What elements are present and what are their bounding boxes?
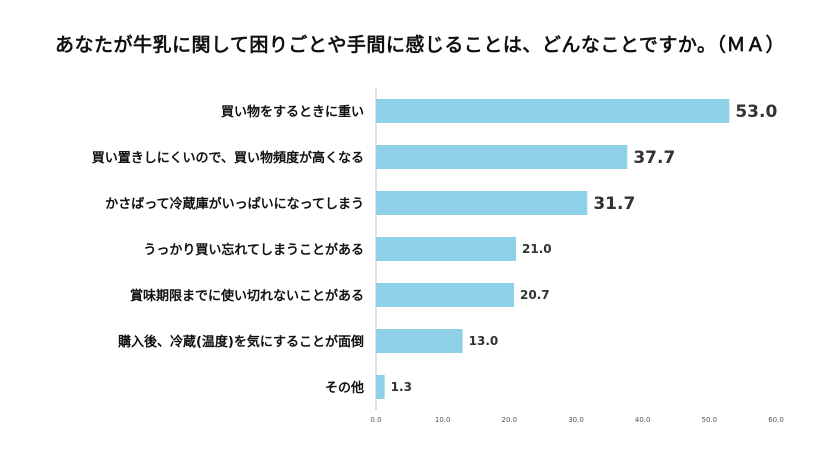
data-label: 37.7 xyxy=(633,148,675,168)
bar xyxy=(376,375,385,399)
category-label: その他 xyxy=(325,380,364,396)
x-tick-label: 20.0 xyxy=(502,416,518,424)
bar xyxy=(376,237,516,261)
x-tick-label: 40.0 xyxy=(635,416,651,424)
chart-title: あなたが牛乳に関して困りごとや手間に感じることは、どんなことですか。（ＭＡ） xyxy=(55,34,785,56)
data-label: 20.7 xyxy=(520,288,550,302)
x-tick-label: 60.0 xyxy=(768,416,784,424)
category-label: うっかり買い忘れてしまうことがある xyxy=(143,242,364,258)
data-label: 13.0 xyxy=(469,334,499,348)
category-label: 購入後、冷蔵(温度)を気にすることが面倒 xyxy=(117,334,364,350)
data-label: 53.0 xyxy=(735,102,777,122)
category-label: 買い物をするときに重い xyxy=(221,104,364,120)
category-label: かさばって冷蔵庫がいっぱいになってしまう xyxy=(105,196,364,212)
data-label: 21.0 xyxy=(522,242,552,256)
bar xyxy=(376,283,514,307)
category-label: 買い置きしにくいので、買い物頻度が高くなる xyxy=(92,150,364,166)
data-label: 31.7 xyxy=(593,194,635,214)
bar xyxy=(376,329,463,353)
bar xyxy=(376,99,730,123)
x-tick-label: 10.0 xyxy=(435,416,451,424)
x-tick-label: 0.0 xyxy=(370,416,381,424)
category-label: 賞味期限までに使い切れないことがある xyxy=(130,288,364,304)
x-tick-label: 50.0 xyxy=(702,416,718,424)
data-label: 1.3 xyxy=(391,380,412,394)
bar xyxy=(376,191,588,215)
bar xyxy=(376,145,628,169)
x-tick-label: 30.0 xyxy=(568,416,584,424)
